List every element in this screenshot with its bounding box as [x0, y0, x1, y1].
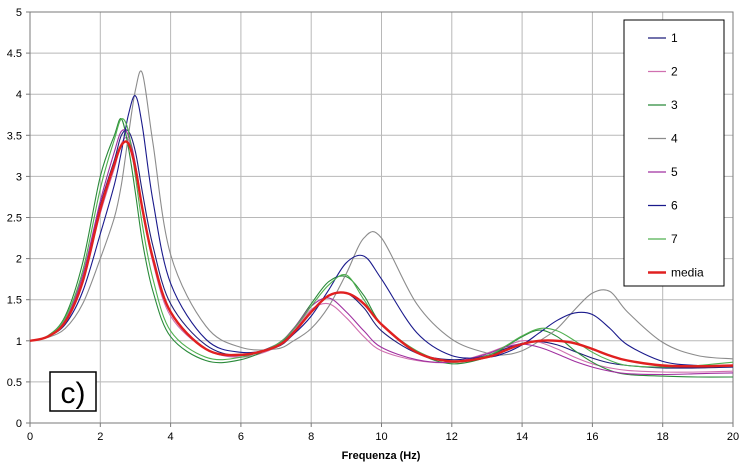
y-tick-label: 1.5: [7, 295, 22, 307]
y-tick-label: 5: [16, 7, 22, 19]
x-axis-ticks: 0 2 4 6 8 10 12 14 16 18 20: [27, 423, 739, 443]
series-line-5: [29, 129, 734, 376]
legend-label-media: media: [671, 266, 704, 280]
series-line-3: [29, 118, 734, 378]
series-lines: [29, 70, 734, 378]
y-tick-label: 2.5: [7, 213, 22, 225]
y-tick-label: 0: [16, 418, 22, 430]
legend-label-5: 5: [671, 165, 678, 179]
x-tick-label: 16: [586, 431, 598, 443]
legend: 1 2 3 4 5 6 7 media: [623, 19, 725, 287]
x-tick-label: 4: [168, 431, 174, 443]
y-tick-label: 4: [16, 89, 22, 101]
panel-label-box: c): [49, 371, 97, 412]
x-tick-label: 0: [27, 431, 33, 443]
x-tick-label: 18: [657, 431, 669, 443]
series-line-6: [29, 95, 734, 367]
panel-label: c): [61, 377, 86, 410]
x-tick-label: 6: [238, 431, 244, 443]
y-tick-label: 3.5: [7, 130, 22, 142]
x-tick-label: 14: [516, 431, 528, 443]
x-tick-label: 10: [375, 431, 387, 443]
x-tick-label: 12: [446, 431, 458, 443]
x-tick-label: 20: [727, 431, 739, 443]
x-tick-label: 2: [97, 431, 103, 443]
legend-label-4: 4: [671, 132, 678, 146]
legend-label-7: 7: [671, 232, 678, 246]
legend-label-1: 1: [671, 31, 678, 45]
y-tick-label: 3: [16, 171, 22, 183]
y-tick-label: 1: [16, 336, 22, 348]
legend-label-2: 2: [671, 65, 678, 79]
y-tick-label: 2: [16, 254, 22, 266]
y-tick-label: 0.5: [7, 377, 22, 389]
grid-lines: [30, 12, 733, 423]
y-axis-ticks: 0 0.5 1 1.5 2 2.5 3 3.5 4 4.5 5: [7, 7, 30, 430]
series-line-4: [29, 70, 734, 360]
legend-box: [623, 19, 725, 287]
x-axis-label: Frequenza (Hz): [342, 450, 421, 462]
legend-label-3: 3: [671, 98, 678, 112]
x-tick-label: 8: [308, 431, 314, 443]
y-tick-label: 4.5: [7, 48, 22, 60]
legend-label-6: 6: [671, 199, 678, 213]
series-line-media: [29, 140, 734, 368]
